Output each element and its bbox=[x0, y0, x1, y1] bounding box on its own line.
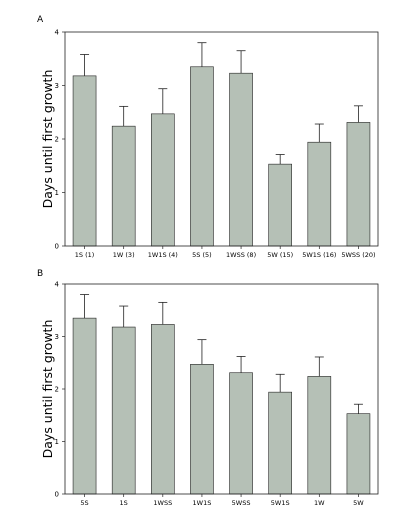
y-tick-label: 4 bbox=[55, 29, 60, 37]
x-tick-label: 1S (1) bbox=[75, 251, 95, 259]
x-tick-label: 1W bbox=[314, 499, 325, 507]
bar bbox=[111, 326, 136, 495]
y-tick-label: 2 bbox=[55, 136, 59, 144]
bar bbox=[72, 75, 97, 247]
bar bbox=[190, 66, 214, 247]
y-tick-label: 1 bbox=[55, 438, 59, 446]
x-tick-label: 5W bbox=[353, 499, 364, 507]
y-tick-label: 1 bbox=[55, 189, 59, 197]
bar bbox=[190, 364, 214, 495]
x-tick-label: 1WSS bbox=[153, 499, 172, 507]
y-tick-label: 0 bbox=[55, 491, 59, 499]
x-tick-label: 5W1S (16) bbox=[302, 251, 336, 259]
x-tick-label: 5S bbox=[80, 499, 88, 507]
bar bbox=[151, 113, 175, 247]
x-tick-label: 1S bbox=[120, 499, 128, 507]
bar bbox=[346, 122, 371, 247]
bar bbox=[151, 324, 175, 495]
x-tick-label: 5S (5) bbox=[192, 251, 212, 259]
x-tick-label: 5W (15) bbox=[267, 251, 293, 259]
panel-label: B bbox=[37, 269, 43, 279]
y-tick-label: 3 bbox=[55, 82, 59, 90]
bar bbox=[229, 72, 253, 247]
x-tick-label: 1W1S bbox=[193, 499, 212, 507]
bar bbox=[268, 391, 292, 495]
bar bbox=[307, 141, 332, 247]
x-tick-label: 5WSS (20) bbox=[341, 251, 375, 259]
x-tick-label: 1W1S (4) bbox=[148, 251, 178, 259]
y-tick-label: 4 bbox=[55, 281, 60, 289]
bar bbox=[307, 376, 332, 495]
bar bbox=[111, 125, 136, 247]
bar bbox=[268, 163, 292, 247]
y-axis-label: Days until first growth bbox=[40, 320, 55, 459]
y-tick-label: 0 bbox=[55, 243, 59, 251]
bar bbox=[72, 317, 97, 495]
y-tick-label: 3 bbox=[55, 333, 59, 341]
x-tick-label: 5WSS bbox=[232, 499, 251, 507]
x-tick-label: 5W1S bbox=[271, 499, 290, 507]
y-tick-label: 2 bbox=[55, 386, 59, 394]
panel-label: A bbox=[37, 15, 44, 25]
x-tick-label: 1W (3) bbox=[113, 251, 135, 259]
bar bbox=[229, 372, 253, 495]
bar bbox=[346, 413, 371, 495]
x-tick-label: 1WSS (8) bbox=[226, 251, 256, 259]
y-axis-label: Days until first growth bbox=[40, 70, 55, 209]
